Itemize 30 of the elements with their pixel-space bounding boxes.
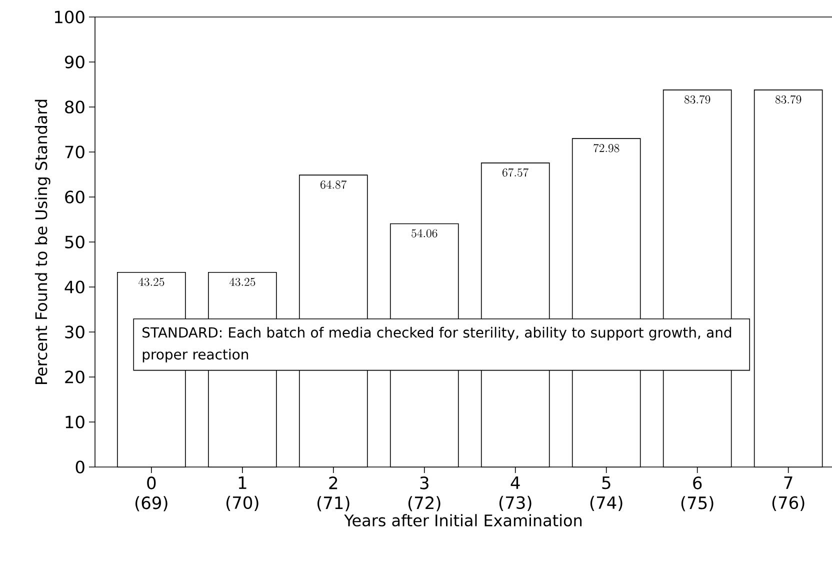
x-axis-title: Years after Initial Examination [344,514,582,526]
data-label: 64.87 [320,180,347,189]
y-tick-label: 60 [65,190,84,204]
data-label: 43.25 [138,278,164,286]
x-tick-label: 2 (71) [317,476,350,512]
data-label: 54.06 [412,229,438,238]
data-label: 72.98 [594,144,620,152]
x-tick-label: 1 (70) [226,476,258,512]
y-tick-label: 70 [65,146,84,158]
x-tick-label: 3 (72) [408,476,440,512]
data-label: 67.57 [502,168,529,177]
x-tick-label: 5 (74) [590,476,622,512]
y-tick-label: 40 [64,280,84,294]
x-tick-label: 6 (75) [681,476,714,512]
data-label: 43.25 [229,278,256,286]
y-tick-label: 10 [66,416,84,428]
data-label: 83.79 [775,95,802,104]
y-tick-label: 50 [65,236,84,248]
x-tick-label: 0 (69) [135,476,168,512]
y-tick-label: 90 [64,56,84,68]
annotation: STANDARD: Each batch of media checked for sterility, ability to support growth, and proper reaction [142,326,732,362]
y-tick-label: 20 [65,370,84,384]
y-tick-label: 100 [55,10,84,24]
y-tick-label: 30 [65,326,84,338]
y-tick-label: 0 [76,460,84,474]
y-axis-title: Percent Found to be Using Standard [34,100,50,384]
x-tick-label: 4 (73) [499,476,532,512]
y-tick-label: 80 [65,100,84,114]
x-tick-label: 7 (76) [772,476,804,512]
data-label: 83.79 [684,95,710,104]
